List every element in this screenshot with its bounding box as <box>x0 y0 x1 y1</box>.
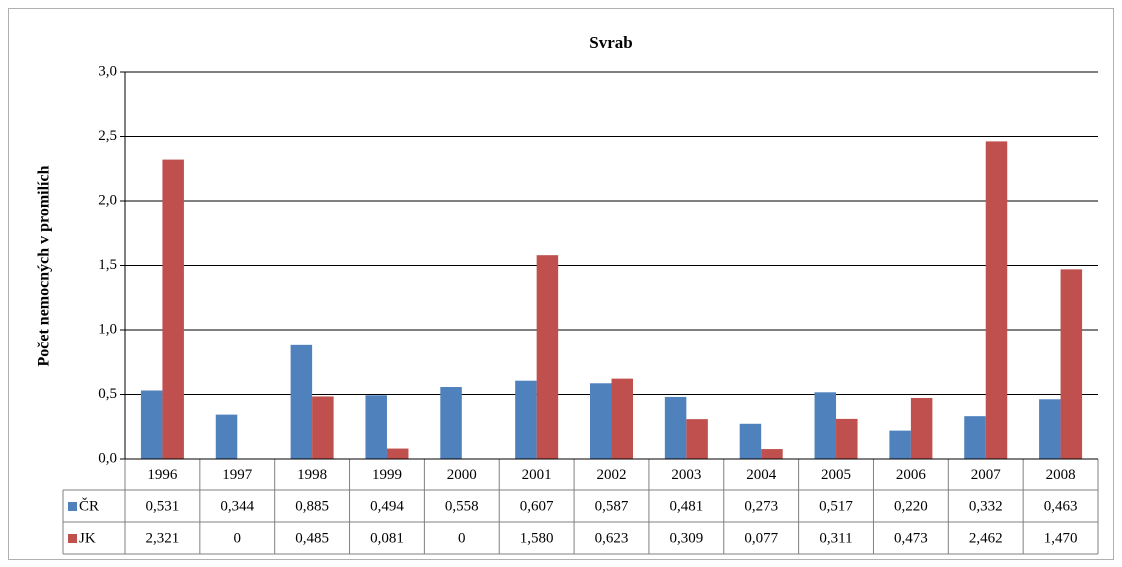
bar <box>440 387 462 459</box>
table-value: 1,470 <box>1044 530 1078 546</box>
x-tick-label: 2002 <box>597 467 627 483</box>
table-value: 0,463 <box>1044 498 1078 514</box>
x-tick-label: 2007 <box>971 467 1002 483</box>
bar <box>590 383 612 459</box>
table-value: 0,485 <box>295 530 329 546</box>
bar <box>1039 399 1061 459</box>
bar <box>739 423 762 459</box>
bar <box>611 378 633 459</box>
x-tick-label: 2008 <box>1046 467 1076 483</box>
x-tick-label: 2004 <box>746 467 777 483</box>
table-value: 0 <box>234 530 242 546</box>
table-value: 0,558 <box>445 498 479 514</box>
x-tick-label: 2006 <box>896 467 927 483</box>
bar <box>836 418 858 459</box>
bar <box>162 159 184 459</box>
x-tick-label: 1996 <box>147 467 178 483</box>
y-tick-label: 0,5 <box>98 386 117 402</box>
y-tick-label: 1,0 <box>98 321 117 337</box>
legend-label: ČR <box>79 497 99 514</box>
table-value: 0 <box>458 530 466 546</box>
table-value: 0,344 <box>220 498 254 514</box>
bar <box>515 380 537 459</box>
x-tick-label: 2003 <box>671 467 701 483</box>
table-value: 0,531 <box>146 498 180 514</box>
y-tick-label: 3,0 <box>98 63 117 79</box>
table-value: 0,311 <box>819 530 852 546</box>
bar <box>536 255 559 459</box>
x-tick-label: 2005 <box>821 467 851 483</box>
bar <box>686 419 708 459</box>
legend-swatch <box>68 502 77 511</box>
bar <box>889 430 911 459</box>
table-value: 0,623 <box>595 530 629 546</box>
table-value: 0,220 <box>894 498 928 514</box>
table-value: 1,580 <box>520 530 554 546</box>
y-tick-label: 2,5 <box>98 128 117 144</box>
bar <box>814 392 837 459</box>
table-value: 0,587 <box>595 498 629 514</box>
bar <box>215 414 238 459</box>
legend-swatch <box>68 534 77 543</box>
bar <box>140 390 163 459</box>
table-value: 0,273 <box>744 498 778 514</box>
table-value: 0,607 <box>520 498 554 514</box>
x-tick-label: 1998 <box>297 467 327 483</box>
bar <box>964 416 986 459</box>
y-tick-label: 2,0 <box>98 192 117 208</box>
bar <box>761 449 783 459</box>
table-value: 0,309 <box>669 530 703 546</box>
bar <box>290 344 313 459</box>
bar <box>312 396 334 459</box>
bar <box>1060 269 1083 459</box>
table-value: 2,462 <box>969 530 1003 546</box>
bar <box>985 141 1008 460</box>
chart-title: Svrab <box>589 33 632 52</box>
x-tick-label: 1999 <box>372 467 402 483</box>
table-value: 0,077 <box>744 530 778 546</box>
chart-border <box>8 8 1114 560</box>
y-tick-label: 1,5 <box>98 257 117 273</box>
x-tick-label: 2001 <box>522 467 552 483</box>
table-value: 2,321 <box>146 530 180 546</box>
bar <box>910 397 933 459</box>
y-tick-label: 0,0 <box>98 450 117 466</box>
table-value: 0,517 <box>819 498 853 514</box>
bar <box>664 396 687 459</box>
x-tick-label: 1997 <box>222 467 253 483</box>
x-tick-label: 2000 <box>447 467 477 483</box>
table-value: 0,481 <box>669 498 703 514</box>
table-value: 0,473 <box>894 530 928 546</box>
bar <box>365 395 387 459</box>
bar <box>386 448 409 459</box>
table-value: 0,081 <box>370 530 404 546</box>
table-value: 0,332 <box>969 498 1003 514</box>
table-value: 0,494 <box>370 498 404 514</box>
table-value: 0,885 <box>295 498 329 514</box>
y-axis-label: Počet nemocných v promilích <box>36 165 53 366</box>
legend-label: JK <box>79 530 96 546</box>
